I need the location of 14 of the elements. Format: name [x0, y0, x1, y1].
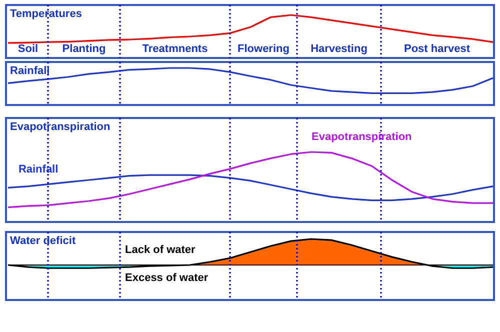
annotation: Flowering	[238, 43, 290, 55]
annotation: Soil	[18, 43, 38, 55]
text: Excess of water	[125, 272, 209, 284]
chart-title: Rainfall	[10, 65, 50, 77]
series-label: Rainfall	[18, 163, 58, 176]
annotation: Lack of water	[125, 244, 196, 256]
annotation: Post harvest	[404, 43, 470, 55]
chart-title: Temperatures	[10, 8, 82, 20]
annotation: Treatmnents	[142, 43, 208, 55]
chart-title: Water deficit	[10, 235, 76, 247]
series-label: Evapotranspiration	[312, 131, 412, 143]
annotation: Planting	[62, 43, 106, 55]
annotation: Harvesting	[310, 43, 368, 55]
chart-title: Evapotranspiration	[10, 121, 111, 133]
